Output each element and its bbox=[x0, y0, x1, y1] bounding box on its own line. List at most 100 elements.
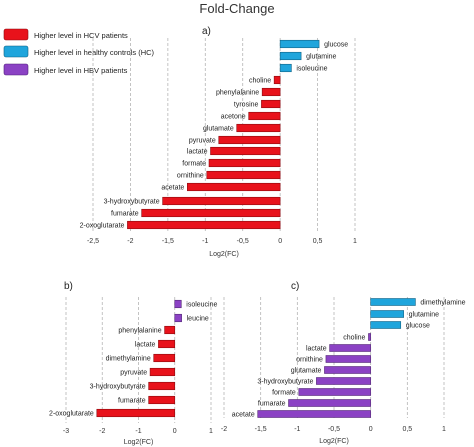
bar-lactate bbox=[329, 344, 371, 352]
legend-swatch-hc bbox=[3, 45, 29, 58]
category-label: glucose bbox=[406, 323, 430, 330]
legend-label-hc: Higher level in healthy controls (HC) bbox=[34, 48, 155, 57]
x-tick-label: -1,5 bbox=[255, 426, 267, 433]
bar-fumarate bbox=[288, 399, 371, 407]
bar-glutamate bbox=[236, 123, 281, 133]
bar-glutamine bbox=[370, 310, 404, 318]
bar-acetone bbox=[248, 111, 281, 121]
panel-label-a: a) bbox=[202, 26, 211, 37]
category-label: glucose bbox=[324, 42, 348, 49]
bar-isoleucine bbox=[279, 63, 292, 73]
x-tick-label: 0,5 bbox=[313, 238, 323, 245]
bar-2-oxoglutarate bbox=[96, 408, 176, 418]
bar-leucine bbox=[174, 313, 182, 323]
x-tick-label: -2 bbox=[99, 428, 105, 435]
category-label: 3-hydroxybutyrate bbox=[90, 384, 146, 391]
legend: Higher level in HCV patients Higher leve… bbox=[3, 28, 155, 76]
bar-isoleucine bbox=[174, 299, 182, 309]
category-label: glutamate bbox=[291, 368, 322, 375]
x-tick-label: -1 bbox=[135, 428, 141, 435]
category-label: fumarate bbox=[258, 401, 286, 408]
category-label: ornithine bbox=[177, 173, 204, 180]
bar-glutamate bbox=[324, 366, 371, 374]
category-label: choline bbox=[343, 335, 365, 342]
bar-pyruvate bbox=[149, 367, 176, 377]
bar-3-hydroxybutyrate bbox=[316, 377, 371, 385]
x-tick-label: 1 bbox=[442, 426, 446, 433]
bar-dimethylamine bbox=[153, 353, 176, 363]
category-label: fumarate bbox=[118, 398, 146, 405]
category-label: dimethylamine bbox=[420, 300, 465, 307]
category-label: choline bbox=[249, 78, 271, 85]
bar-lactate bbox=[158, 339, 176, 349]
category-label: tyrosine bbox=[234, 102, 259, 109]
category-label: glutamate bbox=[203, 126, 234, 133]
category-label: 2-oxoglutarate bbox=[49, 411, 94, 418]
bar-formate bbox=[298, 388, 371, 396]
x-tick-label: 1 bbox=[353, 238, 357, 245]
category-label: lactate bbox=[135, 342, 156, 349]
bar-ornithine bbox=[206, 170, 281, 180]
x-tick-label: -3 bbox=[63, 428, 69, 435]
category-label: 2-oxoglutarate bbox=[80, 223, 125, 230]
x-tick-label: 0 bbox=[369, 426, 373, 433]
bar-acetate bbox=[187, 182, 281, 192]
x-tick-label: -2 bbox=[127, 238, 133, 245]
bar-glucose bbox=[279, 39, 320, 49]
category-label: dimethylamine bbox=[106, 356, 151, 363]
category-label: phenylalanine bbox=[118, 328, 161, 335]
category-label: leucine bbox=[187, 316, 209, 323]
bar-2-oxoglutarate bbox=[127, 220, 281, 230]
chart-panel-b: -3 -2 -1 0 1 Log2(FC) isoleucine leucine phenyla… bbox=[49, 297, 218, 446]
bar-tyrosine bbox=[261, 99, 281, 109]
category-label: isoleucine bbox=[296, 66, 327, 73]
category-label: isoleucine bbox=[186, 302, 217, 309]
legend-label-hbv: Higher level in HBV patients bbox=[34, 66, 128, 75]
category-label: acetate bbox=[232, 412, 255, 419]
category-label: 3-hydroxybutyrate bbox=[104, 199, 160, 206]
bar-glucose bbox=[370, 321, 402, 329]
bar-phenylalanine bbox=[164, 325, 176, 335]
category-label: glutamine bbox=[306, 54, 336, 61]
bar-3-hydroxybutyrate bbox=[148, 381, 176, 391]
x-tick-label: -0,5 bbox=[237, 238, 249, 245]
bar-lactate bbox=[210, 146, 281, 156]
x-axis-label: Log2(FC) bbox=[209, 251, 239, 258]
figure-title: Fold-Change bbox=[199, 1, 274, 16]
panel-label-c: c) bbox=[291, 281, 299, 292]
bar-glutamine bbox=[279, 51, 302, 61]
x-tick-label: -1 bbox=[202, 238, 208, 245]
bar-phenylalanine bbox=[261, 87, 281, 97]
chart-panel-c: -2 -1,5 -1 -0,5 0 0,5 1 Log2(FC) dimethylamine gl… bbox=[221, 297, 466, 445]
category-label: pyruvate bbox=[120, 370, 147, 377]
legend-label-hcv: Higher level in HCV patients bbox=[34, 31, 128, 40]
x-tick-label: -1 bbox=[294, 426, 300, 433]
category-label: formate bbox=[182, 161, 206, 168]
category-label: formate bbox=[272, 390, 296, 397]
category-label: lactate bbox=[306, 346, 327, 353]
chart-panel-a: -2,5 -2 -1,5 -1 -0,5 0 0,5 1 Log2(FC) glucose glut… bbox=[80, 38, 357, 258]
x-tick-label: -2 bbox=[221, 426, 227, 433]
category-label: glutamine bbox=[409, 312, 439, 319]
panel-label-b: b) bbox=[64, 281, 73, 292]
legend-swatch-hbv bbox=[3, 63, 29, 76]
x-tick-label: 0,5 bbox=[402, 426, 412, 433]
x-axis-label: Log2(FC) bbox=[319, 438, 349, 445]
bar-pyruvate bbox=[218, 135, 281, 145]
category-label: lactate bbox=[187, 149, 208, 156]
category-label: acetone bbox=[221, 114, 246, 121]
category-label: fumarate bbox=[111, 211, 139, 218]
x-tick-label: -2,5 bbox=[87, 238, 99, 245]
bar-choline bbox=[368, 333, 371, 341]
category-label: pyruvate bbox=[189, 138, 216, 145]
x-tick-label: 0 bbox=[173, 428, 177, 435]
bar-choline bbox=[273, 75, 281, 85]
bar-ornithine bbox=[325, 355, 371, 363]
x-tick-label: -0,5 bbox=[328, 426, 340, 433]
bar-fumarate bbox=[141, 208, 281, 218]
x-axis-label: Log2(FC) bbox=[124, 439, 154, 446]
x-tick-label: 1 bbox=[209, 428, 213, 435]
bar-dimethylamine bbox=[370, 298, 416, 306]
x-tick-label: -1,5 bbox=[162, 238, 174, 245]
